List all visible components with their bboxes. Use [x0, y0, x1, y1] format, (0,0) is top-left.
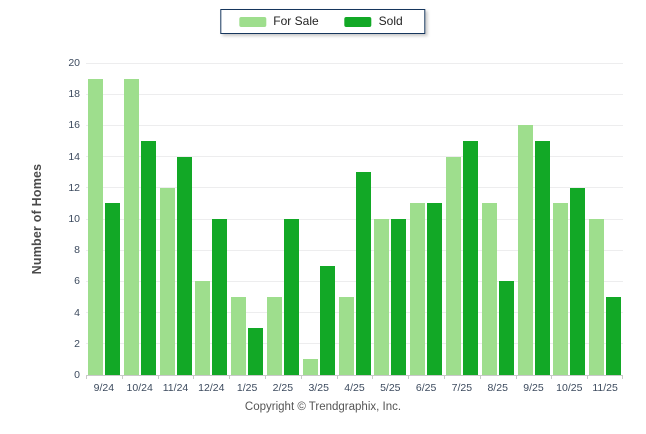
x-axis-tick-mark	[157, 375, 159, 379]
x-axis-tick-mark	[479, 375, 481, 379]
bar-for-sale	[87, 78, 103, 375]
for-sale-swatch-icon	[239, 16, 267, 27]
legend: For Sale Sold	[220, 9, 426, 34]
y-axis-tick-label: 8	[74, 244, 80, 257]
legend-item-for-sale: For Sale	[239, 14, 319, 28]
x-axis-tick-label: 7/25	[451, 382, 473, 394]
x-axis-tick-label: 12/24	[198, 382, 225, 394]
x-axis-tick-mark	[622, 375, 623, 379]
bar-for-sale	[374, 219, 390, 375]
bar-for-sale	[517, 125, 533, 375]
gridline	[86, 187, 623, 189]
bar-for-sale	[338, 297, 354, 375]
y-axis-tick-label: 0	[74, 369, 80, 381]
x-axis-tick-label: 3/25	[308, 382, 329, 394]
x-axis-tick-label: 4/25	[344, 382, 365, 394]
bar-sold	[283, 219, 299, 375]
x-axis-tick-mark	[551, 375, 553, 379]
bar-for-sale	[123, 78, 139, 375]
legend-label-sold: Sold	[378, 14, 403, 28]
bar-sold	[427, 203, 443, 375]
x-axis-tick-label: 10/24	[126, 382, 153, 394]
plot-area: 0 2 4 6 8 10 12 14 16 18 20 9/24 10/24 11/24 12/24 1/25…	[68, 57, 623, 394]
bar-for-sale	[589, 219, 605, 375]
bar-sold	[319, 265, 335, 375]
gridline	[86, 62, 623, 64]
x-axis-tick-mark	[515, 375, 517, 379]
x-axis-tick-mark	[229, 375, 231, 379]
bar-sold	[498, 281, 514, 375]
bar-sold	[606, 297, 622, 375]
y-axis-tick-label: 10	[68, 213, 80, 225]
legend-item-sold: Sold	[344, 14, 403, 28]
gridline	[86, 312, 623, 314]
y-axis-tick-label: 6	[74, 275, 80, 288]
x-axis-tick-label: 6/25	[415, 382, 437, 394]
bar-sold	[570, 187, 586, 375]
sold-swatch-icon	[344, 16, 372, 27]
y-axis-tick-label: 12	[68, 181, 80, 194]
bar-for-sale	[195, 281, 211, 375]
gridline	[86, 280, 623, 282]
bar-sold	[176, 156, 192, 375]
bar-sold	[391, 219, 407, 375]
x-axis-tick-mark	[300, 375, 302, 379]
bar-for-sale	[231, 297, 247, 375]
y-axis-tick-label: 2	[74, 337, 80, 350]
gridline	[86, 124, 623, 126]
gridline	[86, 343, 623, 345]
bar-for-sale	[553, 203, 569, 375]
bar-sold	[355, 172, 371, 375]
bar-for-sale	[266, 297, 282, 375]
y-axis-tick-label: 4	[74, 306, 80, 319]
legend-label-for-sale: For Sale	[273, 14, 319, 28]
x-axis-tick-label: 1/25	[236, 382, 258, 394]
bar-for-sale	[445, 156, 461, 375]
bar-for-sale	[302, 359, 318, 375]
x-axis-tick-mark	[336, 375, 338, 379]
y-axis-tick-label: 14	[68, 150, 80, 163]
x-axis-tick-label: 9/24	[93, 382, 115, 394]
x-axis-tick-mark	[444, 375, 445, 379]
x-axis-tick-label: 11/25	[592, 382, 618, 394]
x-axis-tick-mark	[372, 375, 374, 379]
x-axis-tick-label: 8/25	[487, 382, 508, 394]
x-axis-tick-label: 11/24	[162, 382, 189, 394]
x-axis-tick-label: 2/25	[272, 382, 294, 394]
y-axis-tick-label: 16	[68, 119, 80, 132]
bar-sold	[248, 328, 264, 375]
bar-sold	[462, 141, 478, 375]
x-axis-tick-label: 9/25	[523, 382, 544, 394]
y-axis-tick-label: 18	[68, 88, 80, 101]
gridline	[86, 218, 623, 220]
bar-sold	[534, 141, 550, 375]
y-axis-title: Number of Homes	[30, 163, 44, 275]
x-axis-tick-mark	[193, 375, 195, 379]
x-axis-tick-mark	[408, 375, 410, 379]
copyright-text: Copyright © Trendgraphix, Inc.	[244, 401, 402, 413]
x-axis-tick-label: 5/25	[380, 382, 401, 394]
gridline	[86, 249, 623, 251]
x-axis-tick-mark	[587, 375, 589, 379]
bar-for-sale	[481, 203, 497, 375]
y-axis-tick-label: 20	[68, 57, 80, 69]
gridline	[86, 156, 623, 158]
x-axis-tick-mark	[86, 375, 87, 379]
gridline	[86, 93, 623, 95]
bar-sold	[104, 203, 120, 375]
x-axis-tick-mark	[265, 375, 266, 379]
bar-sold	[212, 219, 228, 375]
bar-for-sale	[159, 187, 175, 375]
x-axis-tick-mark	[121, 375, 123, 379]
x-axis-tick-label: 10/25	[556, 382, 583, 394]
bar-for-sale	[410, 203, 426, 375]
bar-sold	[140, 141, 156, 375]
